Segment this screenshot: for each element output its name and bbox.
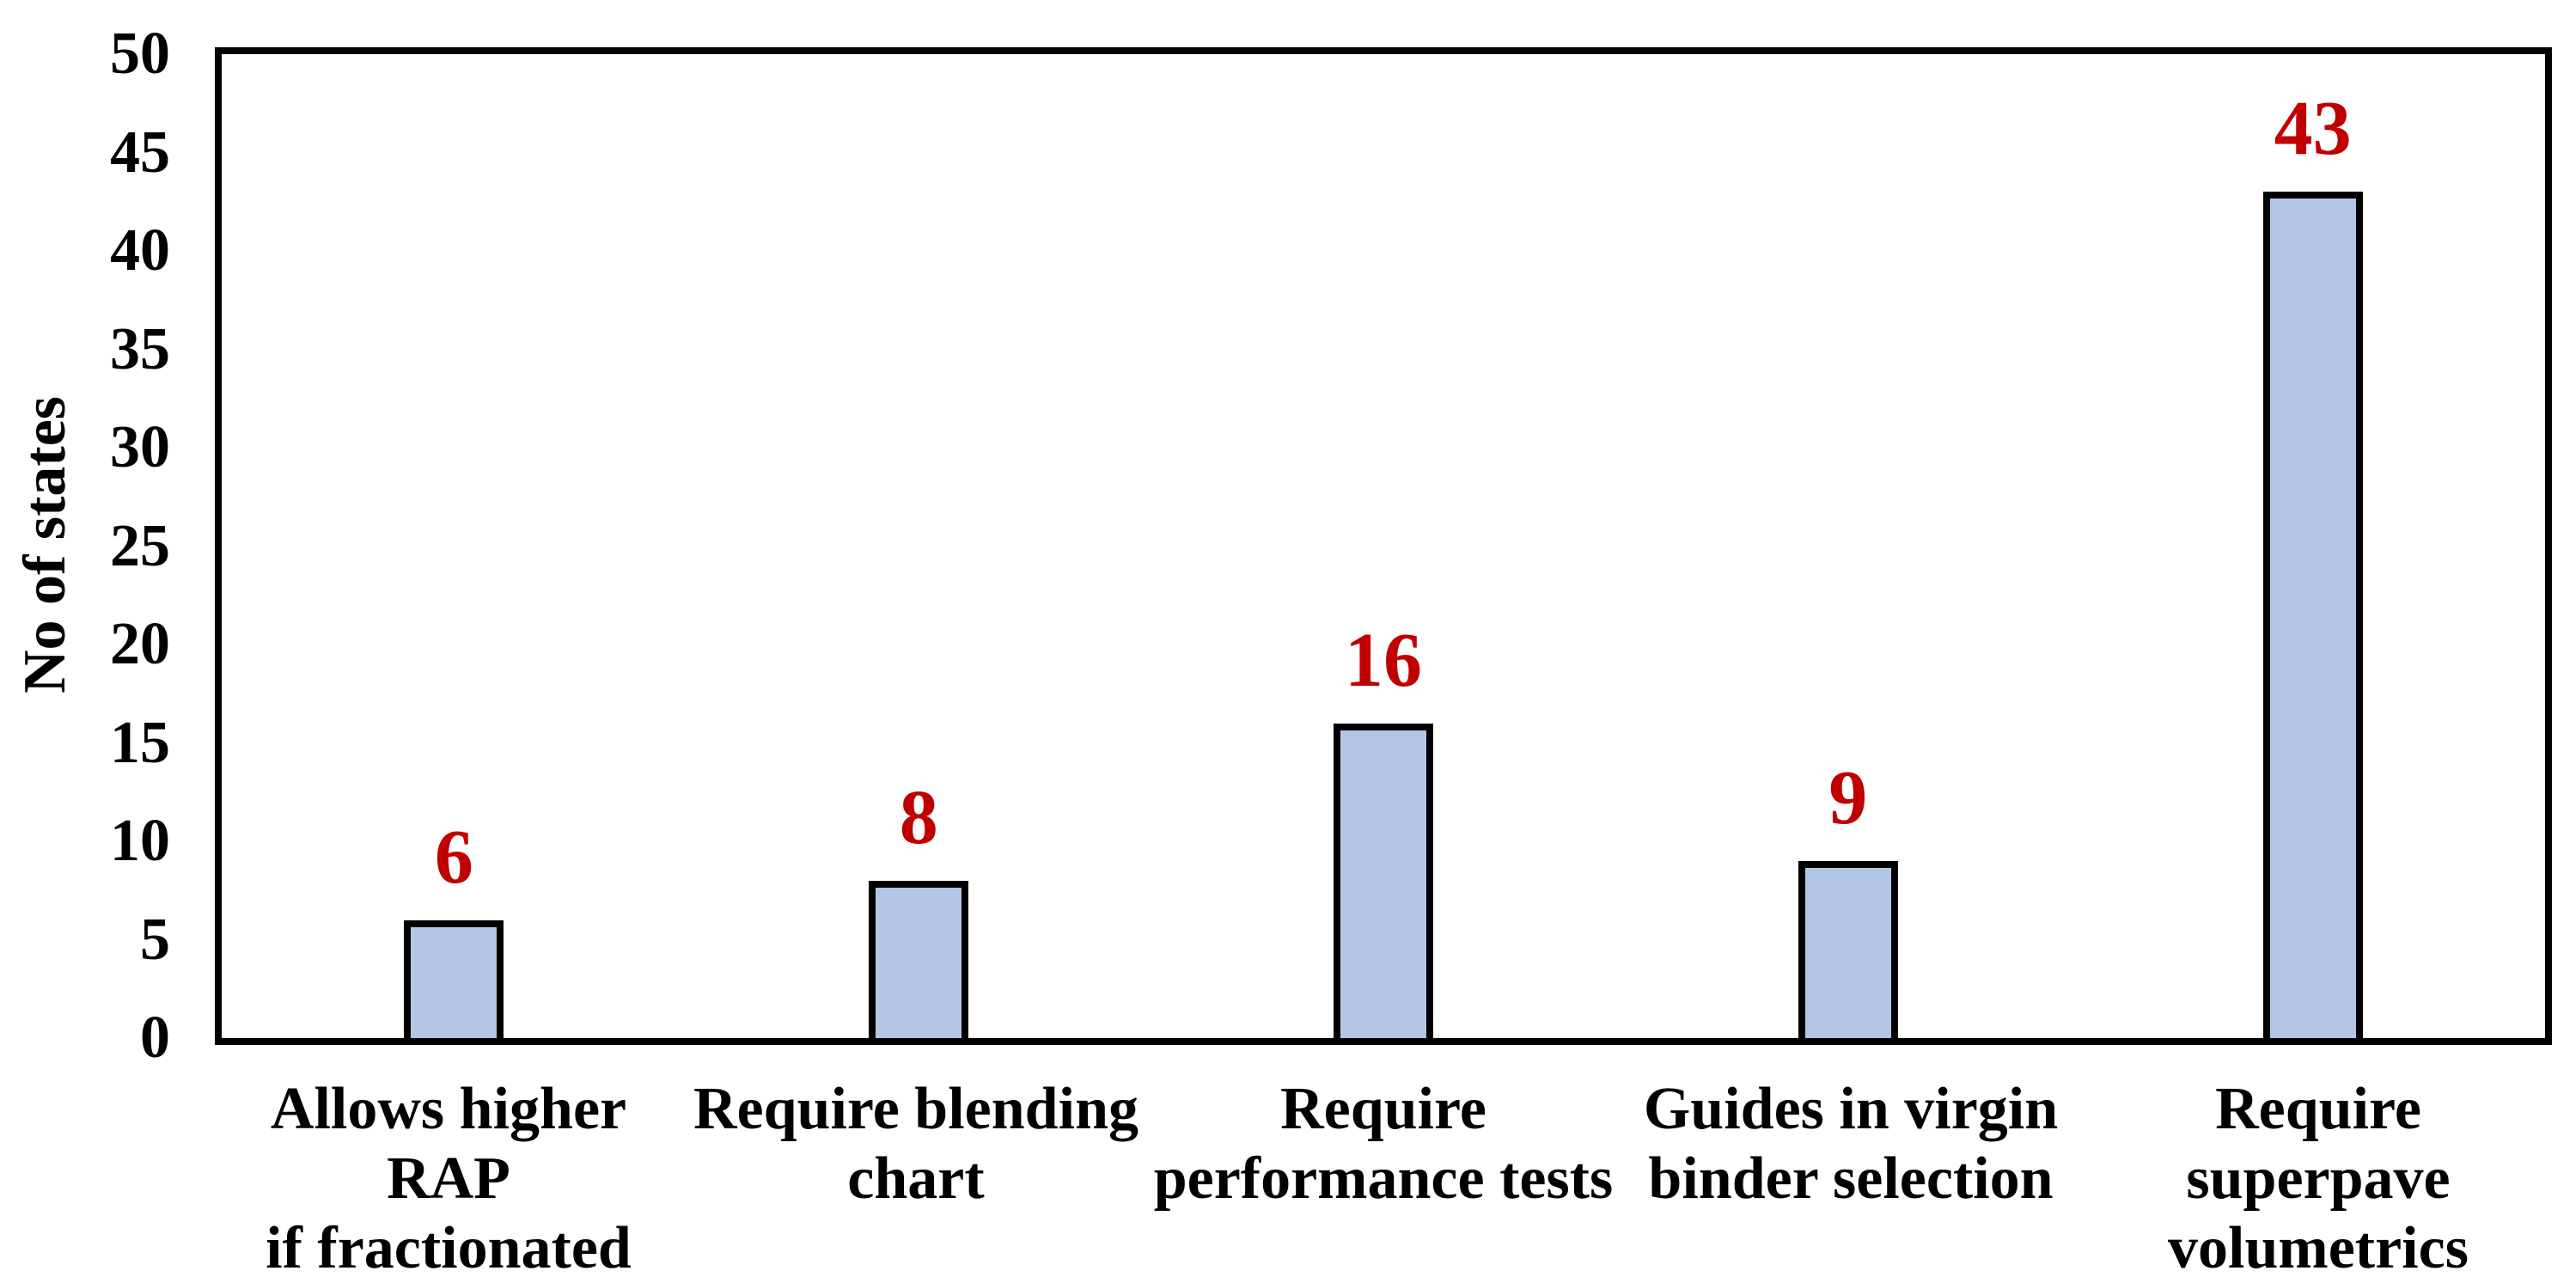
y-tick-label: 0 [140,1005,170,1071]
x-category-label: Require performance tests [1153,1076,1614,1212]
bar [404,919,504,1038]
y-axis-ticks: 0 5 10 15 20 25 30 35 40 45 50 [0,21,170,1071]
y-tick-label: 40 [110,217,170,284]
y-tick-label: 5 [140,906,170,973]
bar-chart: No of states 0 5 10 15 20 25 30 35 40 45 50 6 8 16 9 4… [0,21,2552,1281]
x-axis-labels: Allows higher RAP if fractionated Require… [215,1074,2552,1281]
y-tick-label: 45 [110,119,170,186]
y-tick-label: 15 [110,709,170,776]
y-tick-label: 20 [110,611,170,677]
plot-area: 6 8 16 9 43 [215,47,2552,1045]
y-tick-label: 10 [110,808,170,874]
x-category-label: Allows higher RAP if fractionated [266,1076,632,1281]
x-category-label: Require superpave volumetrics [2168,1076,2469,1281]
bar-value-label: 9 [1828,755,1868,840]
y-tick-label: 25 [110,512,170,579]
y-tick-label: 35 [110,315,170,382]
bar [2262,192,2363,1038]
bar [1798,860,1898,1038]
y-tick-label: 50 [110,21,170,87]
bar [869,880,969,1038]
x-category-label: Guides in virgin binder selection [1643,1076,2059,1212]
x-category-label: Require blending chart [693,1076,1138,1212]
bar [1334,723,1433,1038]
bar-value-label: 43 [2274,86,2352,172]
y-tick-label: 30 [110,414,170,480]
bar-value-label: 8 [899,774,938,860]
bar-value-label: 6 [434,814,473,900]
bar-value-label: 16 [1345,617,1422,703]
